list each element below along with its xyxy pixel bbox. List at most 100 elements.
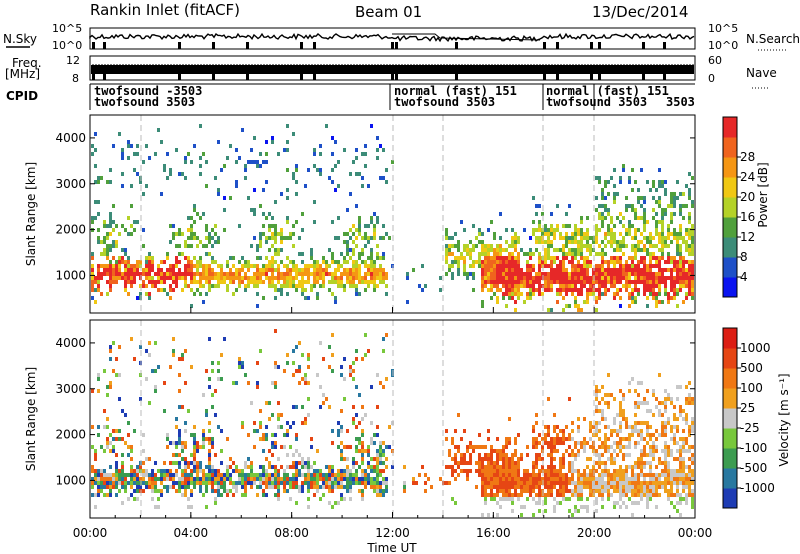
heatmap-cell [619,401,622,405]
heatmap-cell [331,152,334,156]
heatmap-cell [667,397,670,401]
heatmap-cell [508,493,511,497]
heatmap-cell [493,493,496,497]
heatmap-cell [451,260,454,264]
heatmap-cell [253,477,256,481]
heatmap-cell [691,268,694,272]
heatmap-cell [502,481,505,485]
heatmap-cell [685,204,688,208]
heatmap-cell [652,184,655,188]
heatmap-cell [220,168,223,172]
heatmap-cell [559,284,562,288]
heatmap-cell [688,268,691,272]
heatmap-cell [229,144,232,148]
heatmap-cell [490,268,493,272]
heatmap-cell [334,473,337,477]
heatmap-cell [661,461,664,465]
heatmap-cell [223,208,226,212]
heatmap-cell [676,489,679,493]
heatmap-cell [529,288,532,292]
heatmap-cell [205,473,208,477]
heatmap-cell [301,292,304,296]
heatmap-cell [499,288,502,292]
heatmap-cell [268,224,271,228]
heatmap-cell [550,453,553,457]
heatmap-cell [295,168,298,172]
heatmap-cell [319,284,322,288]
heatmap-cell [472,248,475,252]
heatmap-cell [151,485,154,489]
heatmap-cell [196,481,199,485]
heatmap-cell [109,216,112,220]
heatmap-cell [169,441,172,445]
heatmap-cell [106,437,109,441]
heatmap-cell [214,481,217,485]
nsearch-line [392,33,541,41]
heatmap-cell [349,236,352,240]
heatmap-cell [340,272,343,276]
heatmap-cell [367,465,370,469]
heatmap-cell [484,465,487,469]
heatmap-cell [484,280,487,284]
heatmap-cell [580,489,583,493]
heatmap-cell [628,180,631,184]
heatmap-cell [130,449,133,453]
heatmap-cell [196,260,199,264]
heatmap-cell [268,248,271,252]
heatmap-cell [190,260,193,264]
heatmap-cell [133,497,136,501]
heatmap-cell [166,252,169,256]
heatmap-cell [280,284,283,288]
nave-marker [92,72,95,80]
heatmap-cell [469,469,472,473]
heatmap-cell [418,473,421,477]
heatmap-cell [364,473,367,477]
heatmap-cell [292,477,295,481]
heatmap-cell [142,433,145,437]
heatmap-cell [319,172,322,176]
heatmap-cell [277,280,280,284]
heatmap-cell [307,365,310,369]
colorbar-swatch [723,157,737,178]
heatmap-cell [691,264,694,268]
heatmap-cell [595,280,598,284]
heatmap-cell [97,469,100,473]
heatmap-cell [595,453,598,457]
heatmap-cell [283,148,286,152]
heatmap-cell [367,473,370,477]
heatmap-cell [382,256,385,260]
heatmap-cell [316,268,319,272]
heatmap-cell [490,264,493,268]
heatmap-cell [655,272,658,276]
heatmap-cell [490,248,493,252]
heatmap-cell [508,260,511,264]
heatmap-cell [307,296,310,300]
heatmap-cell [685,228,688,232]
heatmap-cell [109,248,112,252]
heatmap-cell [604,481,607,485]
heatmap-cell [181,477,184,481]
heatmap-cell [646,304,649,308]
heatmap-cell [484,244,487,248]
heatmap-cell [193,469,196,473]
heatmap-cell [628,425,631,429]
heatmap-cell [241,421,244,425]
heatmap-cell [259,465,262,469]
heatmap-cell [553,477,556,481]
heatmap-cell [532,429,535,433]
heatmap-cell [175,425,178,429]
scan-marker [455,42,458,49]
heatmap-cell [598,457,601,461]
heatmap-cell [535,288,538,292]
heatmap-cell [634,465,637,469]
heatmap-cell [373,212,376,216]
heatmap-cell [613,276,616,280]
heatmap-cell [643,272,646,276]
heatmap-cell [445,256,448,260]
heatmap-cell [571,284,574,288]
heatmap-cell [343,397,346,401]
heatmap-cell [355,156,358,160]
heatmap-cell [286,140,289,144]
heatmap-cell [490,493,493,497]
heatmap-cell [667,453,670,457]
